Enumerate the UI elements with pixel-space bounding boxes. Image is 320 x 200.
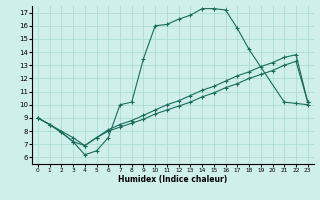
X-axis label: Humidex (Indice chaleur): Humidex (Indice chaleur): [118, 175, 228, 184]
